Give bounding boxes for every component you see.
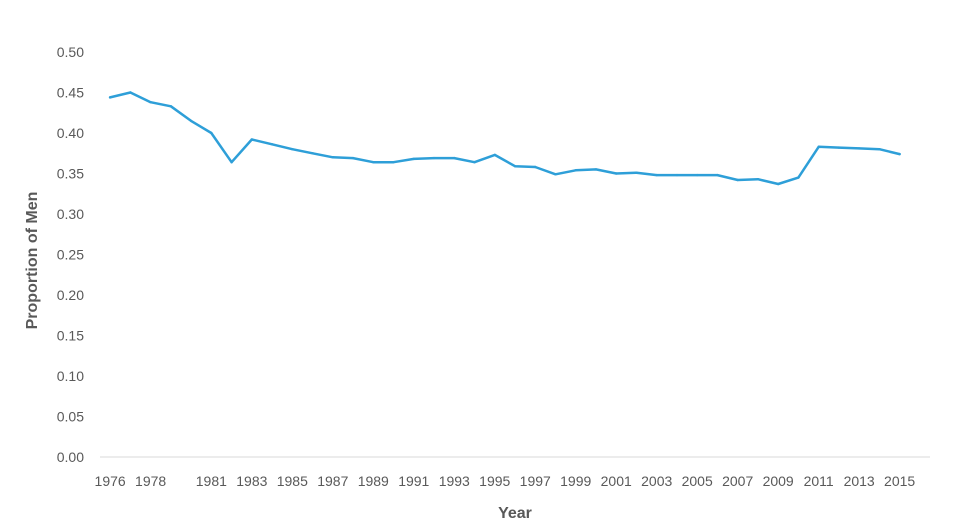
data-point [777, 182, 780, 186]
data-point [817, 145, 820, 148]
x-tick-label: 2013 [844, 473, 875, 489]
y-tick-labels: 0.00 0.05 0.10 0.15 0.20 0.25 0.30 0.35 0.40 0.45… [57, 44, 84, 465]
data-point [493, 153, 496, 157]
data-point [392, 161, 395, 164]
x-tick-label: 2011 [804, 473, 834, 489]
x-tick-labels: 1976 1978 1981 1983 1985 1987 1989 1991 1993 1995… [95, 473, 916, 489]
y-tick-label: 0.10 [57, 368, 84, 384]
series-line [108, 91, 901, 186]
data-point [615, 172, 618, 175]
data-point [655, 173, 658, 177]
y-tick-label: 0.40 [57, 125, 84, 141]
x-axis-title: Year [498, 505, 532, 521]
y-tick-label: 0.20 [57, 287, 84, 303]
data-point [696, 173, 699, 177]
data-point [554, 173, 557, 176]
y-tick-label: 0.50 [57, 44, 84, 60]
x-tick-label: 2001 [601, 473, 632, 489]
x-tick-label: 1995 [479, 473, 510, 489]
x-tick-label: 2015 [884, 473, 915, 489]
data-point [574, 169, 577, 172]
x-tick-label: 2009 [763, 473, 794, 489]
y-tick-label: 0.05 [57, 409, 84, 425]
data-point [513, 165, 517, 168]
data-point [311, 152, 314, 155]
data-point [635, 171, 638, 174]
x-tick-label: 1991 [398, 473, 429, 489]
data-point [129, 91, 132, 94]
data-point [837, 146, 841, 149]
data-point [169, 105, 173, 108]
data-point [797, 176, 800, 179]
y-tick-label: 0.30 [57, 206, 84, 222]
data-point [270, 143, 274, 146]
data-point [108, 96, 112, 99]
x-tick-label: 1997 [520, 473, 551, 489]
y-tick-label: 0.25 [57, 247, 84, 263]
data-point [432, 156, 436, 160]
x-tick-label: 1978 [135, 473, 166, 489]
data-point [736, 178, 739, 182]
data-point [857, 147, 861, 150]
x-tick-label: 1987 [317, 473, 348, 489]
data-point [372, 161, 375, 164]
data-point [756, 178, 760, 181]
data-point [675, 173, 679, 177]
data-point [878, 148, 881, 151]
x-tick-label: 2003 [641, 473, 672, 489]
y-tick-label: 0.00 [57, 449, 84, 465]
x-tick-label: 2007 [722, 473, 753, 489]
data-point [351, 156, 355, 160]
data-point [210, 131, 213, 135]
data-point [189, 119, 193, 123]
x-tick-label: 1985 [277, 473, 308, 489]
data-point [716, 173, 719, 177]
data-point [331, 156, 334, 159]
x-tick-label: 1993 [439, 473, 470, 489]
data-points [108, 91, 901, 186]
y-tick-label: 0.45 [57, 85, 84, 101]
data-point [149, 101, 152, 104]
data-point [453, 156, 456, 160]
x-tick-label: 1989 [358, 473, 389, 489]
y-tick-label: 0.35 [57, 166, 84, 182]
data-point [534, 165, 537, 169]
x-tick-label: 1976 [95, 473, 126, 489]
data-point [898, 152, 901, 156]
data-point [250, 138, 253, 141]
x-tick-label: 1983 [236, 473, 267, 489]
data-point [230, 161, 233, 164]
x-tick-label: 1999 [560, 473, 591, 489]
x-tick-label: 1981 [196, 473, 227, 489]
data-point [412, 157, 415, 161]
x-tick-label: 2005 [682, 473, 713, 489]
data-point [473, 161, 476, 164]
data-point [594, 168, 598, 171]
y-axis-title: Proportion of Men [24, 192, 41, 330]
y-tick-label: 0.15 [57, 328, 84, 344]
data-point [291, 148, 294, 151]
